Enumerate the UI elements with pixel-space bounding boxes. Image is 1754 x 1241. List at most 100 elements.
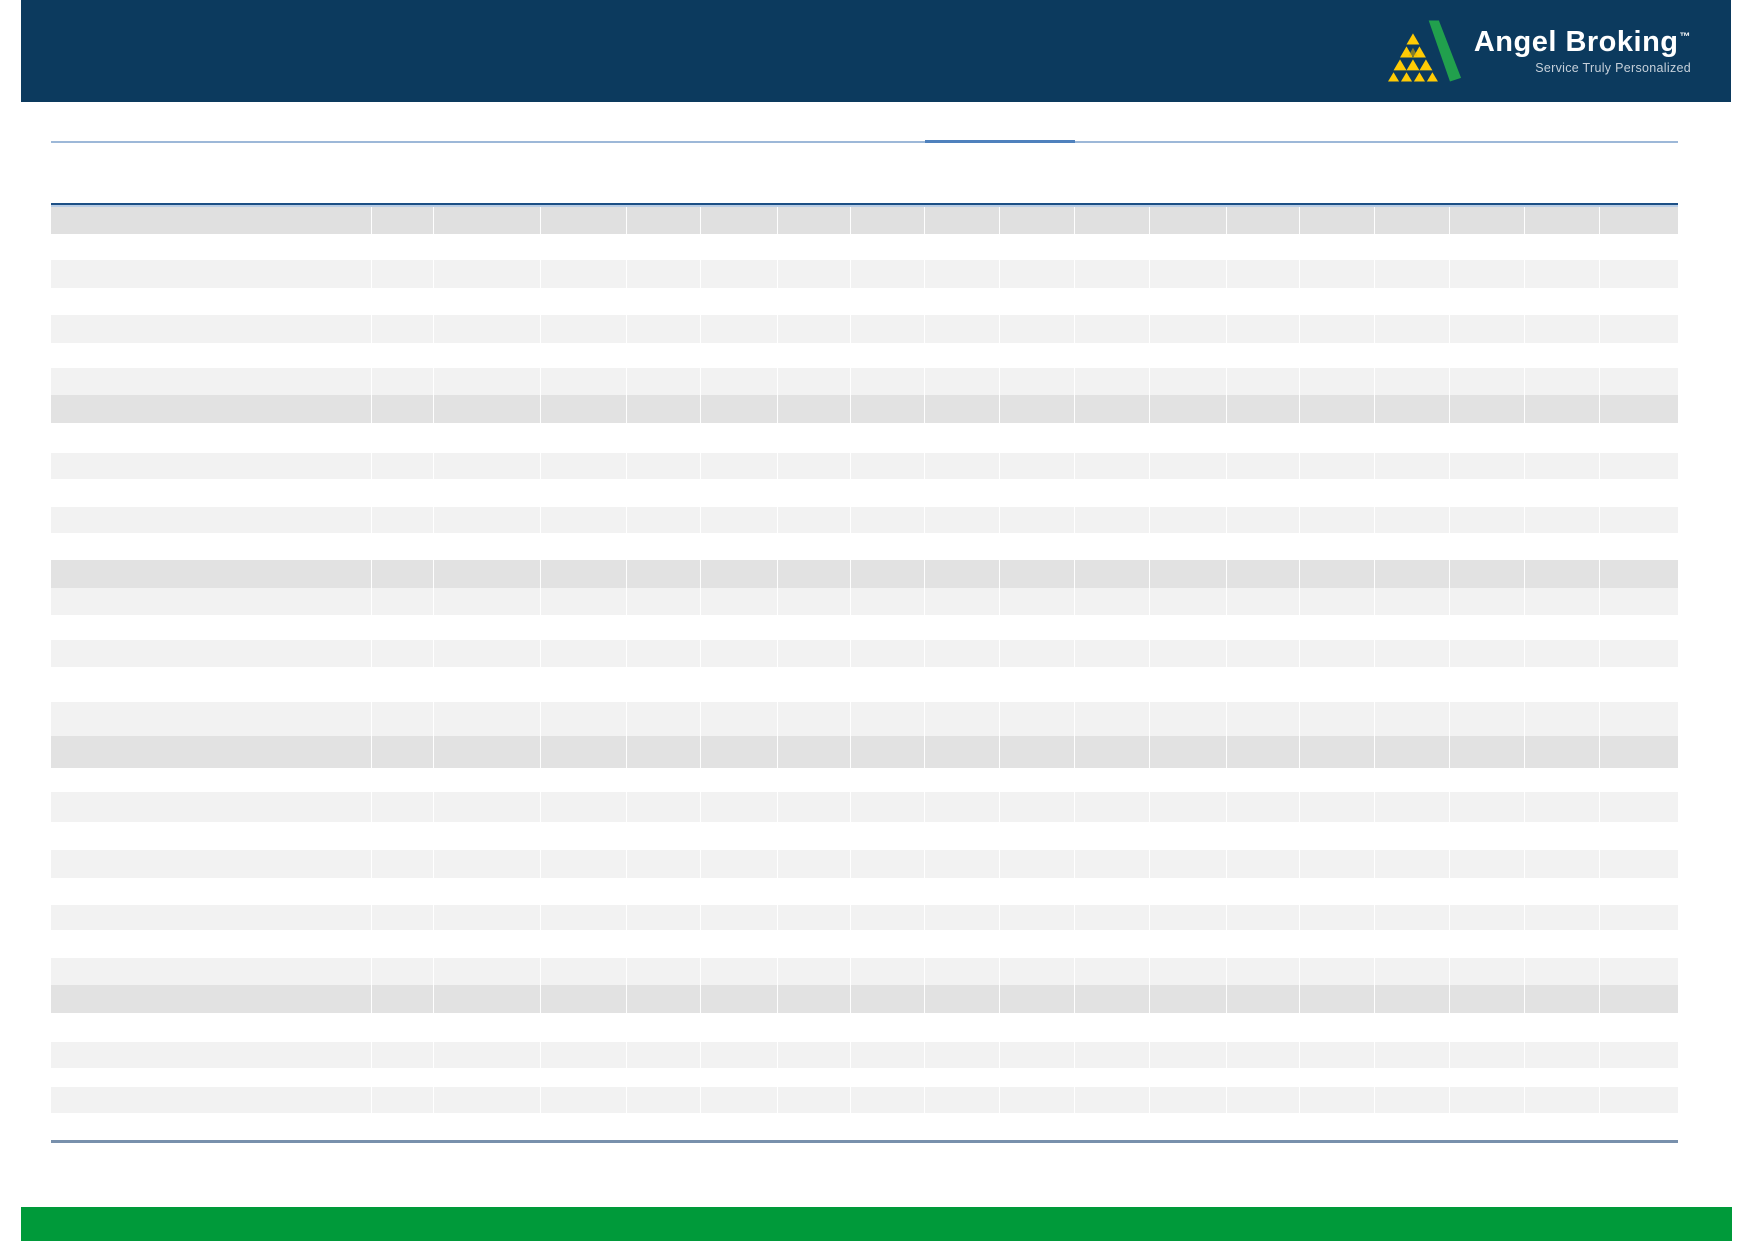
table-cell [851, 850, 925, 878]
table-cell [1525, 560, 1600, 588]
table-cell [372, 702, 434, 736]
table-cell [434, 958, 541, 985]
table-row [51, 395, 1678, 423]
table-cell [925, 315, 1000, 343]
table-cell [1600, 640, 1678, 667]
table-cell [1300, 1087, 1375, 1113]
table-cell [627, 985, 701, 1013]
table-cell [51, 368, 372, 395]
table-cell [372, 1087, 434, 1113]
table-cell [1150, 640, 1227, 667]
table-cell [925, 260, 1000, 288]
table-cell [1450, 453, 1525, 479]
table-cell [372, 640, 434, 667]
table-cell [541, 850, 627, 878]
table-cell [1525, 1087, 1600, 1113]
table-cell [1525, 850, 1600, 878]
table-cell [372, 1042, 434, 1068]
table-cell [627, 395, 701, 423]
table-cell [372, 850, 434, 878]
table-cell [627, 958, 701, 985]
table-row [51, 453, 1678, 479]
table-cell [1000, 702, 1075, 736]
table-cell [627, 905, 701, 930]
table-cell [1150, 985, 1227, 1013]
table-cell [851, 260, 925, 288]
table-cell [1600, 560, 1678, 588]
table-cell [1450, 1087, 1525, 1113]
table-cell [1075, 736, 1150, 768]
table-cell [434, 985, 541, 1013]
table-cell [541, 702, 627, 736]
table-cell [1150, 453, 1227, 479]
table-cell [851, 1042, 925, 1068]
table-cell [1227, 507, 1300, 533]
table-cell [1075, 1042, 1150, 1068]
table-cell [851, 368, 925, 395]
table-row [51, 905, 1678, 930]
table-cell [851, 453, 925, 479]
table-cell [1525, 260, 1600, 288]
table-cell [925, 905, 1000, 930]
table-cell [1000, 560, 1075, 588]
table-cell [701, 792, 778, 822]
table-cell [701, 702, 778, 736]
table-cell [701, 1042, 778, 1068]
table-cell [51, 560, 372, 588]
table-cell [1600, 792, 1678, 822]
table-cell [1375, 560, 1450, 588]
table-cell [1450, 395, 1525, 423]
table-cell [1600, 507, 1678, 533]
table-cell [627, 507, 701, 533]
table-cell [701, 260, 778, 288]
table-row [51, 207, 1678, 234]
table-cell [627, 588, 701, 615]
table-cell [1600, 736, 1678, 768]
table-cell [1150, 395, 1227, 423]
table-cell [1450, 507, 1525, 533]
table-cell [1600, 985, 1678, 1013]
table-cell [1600, 588, 1678, 615]
table-cell [1075, 560, 1150, 588]
table-cell [701, 905, 778, 930]
table-cell [1300, 850, 1375, 878]
brand-logo: Angel Broking™ Service Truly Personalize… [1387, 18, 1691, 84]
table-cell [51, 588, 372, 615]
table-cell [541, 588, 627, 615]
table-cell [1375, 207, 1450, 234]
table-cell [372, 958, 434, 985]
table-cell [778, 207, 851, 234]
table-cell [1227, 958, 1300, 985]
table-cell [1227, 395, 1300, 423]
table-cell [51, 958, 372, 985]
table-cell [1075, 640, 1150, 667]
table-cell [627, 260, 701, 288]
table-cell [1000, 985, 1075, 1013]
table-cell [434, 368, 541, 395]
table-cell [778, 368, 851, 395]
table-row [51, 315, 1678, 343]
brand-text-block: Angel Broking™ Service Truly Personalize… [1474, 27, 1691, 75]
table-cell [701, 207, 778, 234]
table-cell [851, 702, 925, 736]
table-cell [434, 260, 541, 288]
trademark-symbol: ™ [1679, 31, 1691, 44]
table-cell [434, 395, 541, 423]
table-cell [1525, 453, 1600, 479]
table-cell [851, 315, 925, 343]
table-cell [541, 640, 627, 667]
table-cell [1075, 315, 1150, 343]
table-row [51, 560, 1678, 588]
table-cell [51, 1087, 372, 1113]
table-cell [627, 850, 701, 878]
table-cell [1525, 958, 1600, 985]
table-cell [1227, 560, 1300, 588]
table-cell [1300, 368, 1375, 395]
table-cell [1300, 792, 1375, 822]
table-cell [627, 702, 701, 736]
table-cell [1525, 792, 1600, 822]
table-cell [1375, 588, 1450, 615]
table-cell [851, 1087, 925, 1113]
table-cell [372, 792, 434, 822]
